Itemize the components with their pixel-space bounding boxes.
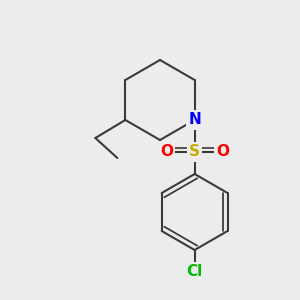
Text: O: O	[160, 145, 173, 160]
Text: S: S	[189, 145, 200, 160]
Text: Cl: Cl	[187, 265, 203, 280]
Text: N: N	[188, 112, 201, 128]
Text: O: O	[216, 145, 229, 160]
